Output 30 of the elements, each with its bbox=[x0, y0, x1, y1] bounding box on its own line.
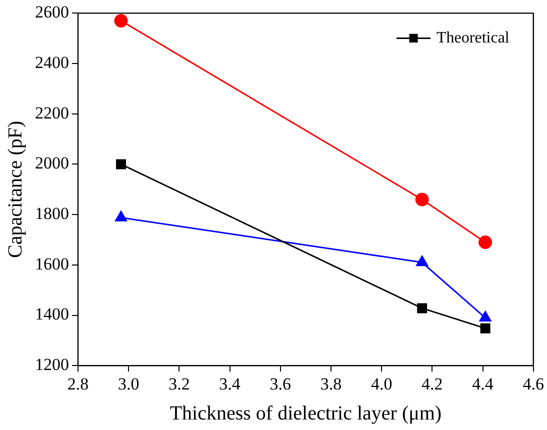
x-tick-label: 3.2 bbox=[168, 374, 190, 394]
y-tick-label: 1600 bbox=[35, 254, 69, 274]
y-tick-label: 1400 bbox=[35, 304, 69, 324]
point bbox=[415, 192, 429, 206]
legend-label: Theoretical bbox=[436, 29, 510, 46]
x-tick-label: 4.2 bbox=[422, 374, 443, 394]
x-tick-label: 3.6 bbox=[270, 374, 292, 394]
point bbox=[479, 311, 492, 322]
x-tick-label: 2.8 bbox=[67, 374, 89, 394]
point bbox=[114, 14, 128, 28]
y-tick-label: 2000 bbox=[35, 154, 69, 173]
point bbox=[478, 236, 492, 250]
x-tick-label: 3.0 bbox=[118, 374, 140, 394]
point bbox=[416, 256, 428, 266]
x-tick-label: 3.4 bbox=[219, 374, 241, 394]
x-tick-label: 4.6 bbox=[522, 374, 544, 394]
y-axis-title: Capacitance (pF) bbox=[4, 120, 26, 258]
point bbox=[417, 303, 428, 314]
point bbox=[115, 210, 127, 222]
x-axis-title: Thickness of dielectric layer (μm) bbox=[170, 402, 442, 424]
y-tick-label: 1800 bbox=[35, 204, 69, 224]
point bbox=[116, 159, 126, 170]
y-tick-label: 2200 bbox=[35, 103, 69, 122]
y-tick-label: 1200 bbox=[35, 355, 69, 374]
y-tick-label: 2400 bbox=[35, 53, 69, 72]
point bbox=[480, 323, 490, 334]
y-tick-label: 2600 bbox=[35, 2, 69, 22]
x-tick-label: 3.8 bbox=[320, 374, 342, 394]
x-tick-label: 4.0 bbox=[370, 374, 392, 394]
x-tick-label: 4.4 bbox=[472, 374, 494, 394]
